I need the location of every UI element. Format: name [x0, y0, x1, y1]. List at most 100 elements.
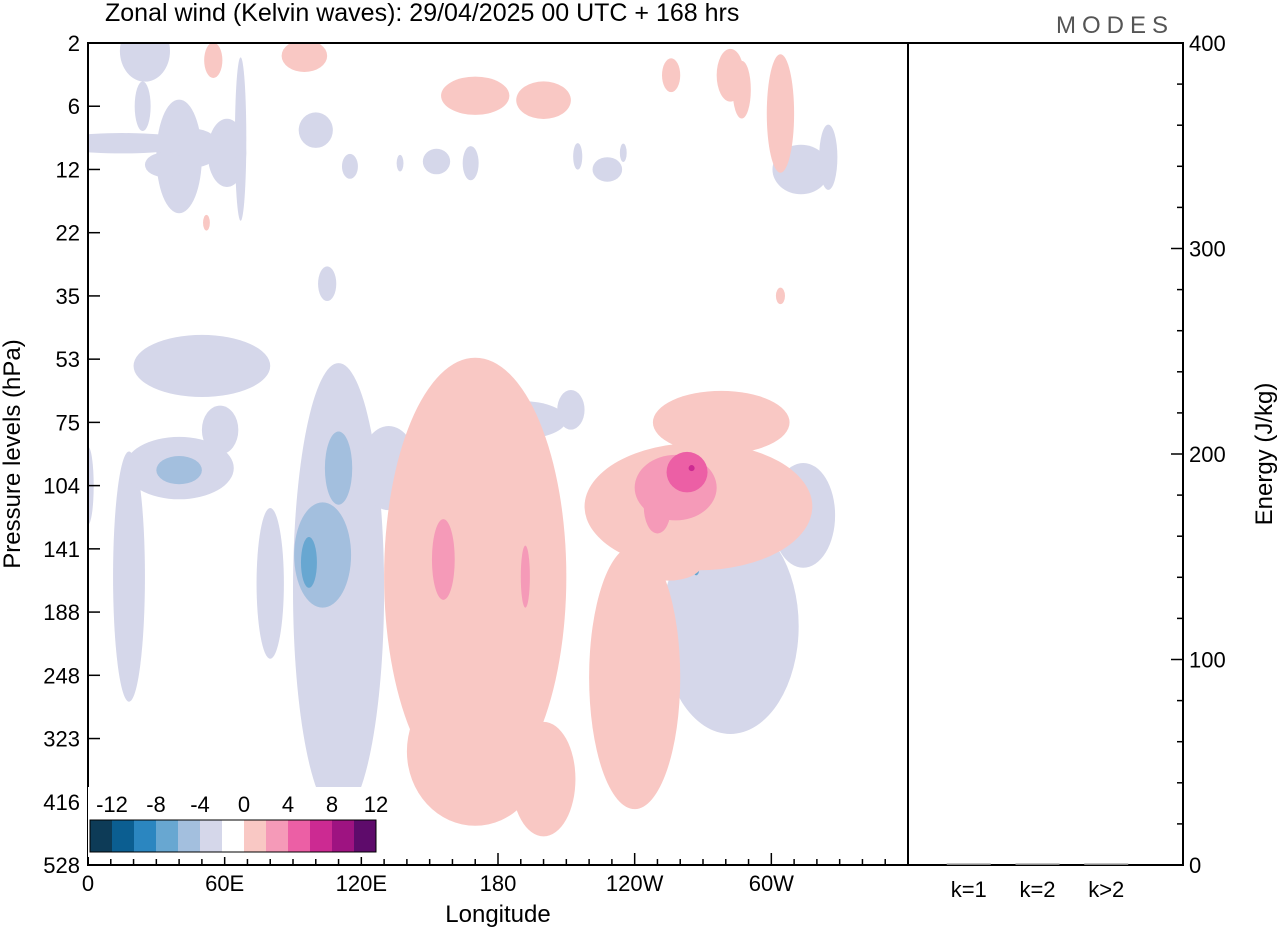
contour-region — [589, 545, 681, 810]
colorbar-swatch — [310, 820, 332, 852]
contour-region — [298, 112, 333, 148]
contour-region — [441, 76, 510, 115]
contour-region — [204, 43, 223, 78]
contour-region — [662, 58, 681, 93]
contour-region — [119, 43, 170, 82]
colorbar-swatch — [332, 820, 354, 852]
contour-region — [201, 405, 239, 455]
x-tick-label: 120E — [336, 871, 387, 896]
contour-region — [511, 721, 576, 837]
energy-frame — [907, 42, 1184, 866]
contour-region — [281, 43, 328, 72]
contour-region — [256, 508, 284, 659]
contour-region — [134, 81, 151, 132]
colorbar-swatch — [178, 820, 200, 852]
y-tick-label: 323 — [43, 727, 80, 752]
y-tick-label: 188 — [43, 600, 80, 625]
energy-plot: k=1 k=2 k>2 0 100 200 300 400 Energy (J/kg) — [907, 31, 1278, 902]
colorbar-swatch — [112, 820, 134, 852]
colorbar-label: 0 — [238, 792, 250, 817]
colorbar-label: 8 — [326, 792, 338, 817]
colorbar-swatch — [288, 820, 310, 852]
y-axis: 2 6 12 22 35 53 75 104 141 188 248 323 416 528 — [43, 31, 100, 878]
contour-region — [300, 537, 317, 588]
heatmap-plot: 0 60E 120E 180 120W 60W 2 6 12 22 35 53 75 104 141 188… — [0, 31, 909, 928]
contour-region — [234, 57, 247, 221]
y-tick-label: 2 — [68, 31, 80, 56]
colorbar-label: -4 — [190, 792, 210, 817]
colorbar-swatch — [90, 820, 112, 852]
colorbar-label: 4 — [282, 792, 294, 817]
colorbar-swatch — [222, 820, 244, 852]
x-axis-label: Longitude — [445, 901, 550, 928]
y-tick-label: 104 — [43, 474, 80, 499]
contour-region — [619, 143, 627, 162]
contour-region — [643, 479, 672, 534]
contour-region — [156, 456, 202, 485]
x-tick-label: 120W — [606, 871, 664, 896]
colorbar-swatch — [134, 820, 156, 852]
x-tick-label: 0 — [82, 871, 94, 896]
contour-region — [516, 81, 571, 119]
y-tick-label: 141 — [43, 537, 80, 562]
y-tick-label: 528 — [43, 853, 80, 878]
colorbar-label: 12 — [364, 792, 388, 817]
energy-bar — [1084, 863, 1129, 865]
energy-bar — [1015, 863, 1060, 865]
colorbar-swatch — [266, 820, 288, 852]
contour-region — [341, 153, 358, 179]
contour-region — [819, 124, 838, 190]
contour-region — [318, 266, 337, 302]
colorbar-swatch — [200, 820, 222, 852]
x-axis: 0 60E 120E 180 120W 60W — [82, 853, 909, 896]
contour-region — [652, 390, 790, 454]
colorbar-label: -8 — [146, 792, 166, 817]
energy-tick-label: 400 — [1189, 31, 1226, 56]
contour-region — [732, 60, 751, 119]
contour-region — [462, 146, 479, 181]
contour-region — [557, 390, 585, 430]
y-tick-label: 416 — [43, 790, 80, 815]
contour-region — [384, 357, 567, 796]
contour-region — [431, 519, 455, 600]
contour-region — [766, 54, 795, 173]
contour-region — [396, 154, 404, 172]
contour-region — [688, 465, 695, 472]
contour-region — [573, 143, 583, 170]
contour-level — [88, 43, 838, 817]
contour-region — [144, 152, 186, 178]
contour-region — [520, 545, 530, 608]
energy-tick-label: 100 — [1189, 648, 1226, 673]
energy-bars: k=1 k=2 k>2 — [946, 863, 1129, 902]
colorbar-swatch — [244, 820, 266, 852]
energy-category-label: k=1 — [951, 877, 987, 902]
colorbar-swatch — [354, 820, 376, 852]
contour-region — [113, 451, 145, 702]
energy-tick-label: 0 — [1189, 853, 1201, 878]
energy-tick-label: 200 — [1189, 442, 1226, 467]
contour-region — [634, 544, 703, 581]
energy-category-label: k=2 — [1019, 877, 1055, 902]
contour-region — [775, 287, 785, 305]
contour-layer — [88, 43, 838, 837]
energy-tick-label: 300 — [1189, 237, 1226, 262]
contour-level — [688, 465, 695, 472]
energy-bar — [946, 863, 991, 865]
contour-region — [422, 148, 451, 175]
x-tick-label: 180 — [480, 871, 517, 896]
y-tick-label: 22 — [56, 221, 80, 246]
contour-region — [666, 451, 708, 493]
y-tick-label: 248 — [43, 663, 80, 688]
brand-logo: MODES — [1056, 12, 1174, 39]
y-tick-label: 53 — [56, 347, 80, 372]
colorbar-frame — [89, 819, 377, 853]
x-tick-label: 60W — [749, 871, 794, 896]
y-tick-label: 12 — [56, 157, 80, 182]
energy-axis: 0 100 200 300 400 — [1171, 31, 1226, 878]
x-tick-label: 60E — [205, 871, 244, 896]
contour-region — [592, 157, 623, 182]
y-tick-label: 75 — [56, 410, 80, 435]
contour-region — [133, 334, 271, 397]
y-tick-label: 6 — [68, 94, 80, 119]
